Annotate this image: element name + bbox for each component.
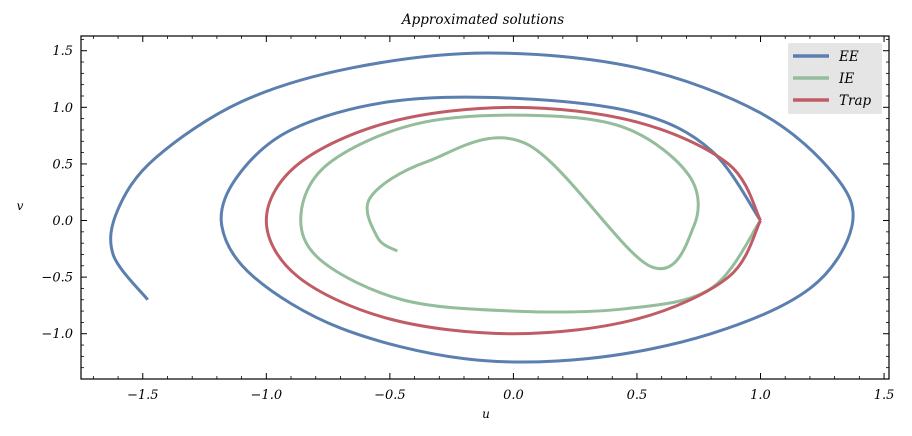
x-tick-label: 0.0 xyxy=(503,388,524,403)
x-tick-label: −0.5 xyxy=(374,388,406,403)
series-line-trap xyxy=(264,105,762,336)
chart-title: Approximated solutions xyxy=(400,12,564,28)
plot-frame xyxy=(80,35,890,380)
series-line-ie xyxy=(299,113,762,314)
legend-box xyxy=(788,43,882,114)
x-tick-label: 1.0 xyxy=(750,388,771,403)
legend-label-ie: IE xyxy=(838,71,854,87)
y-tick-label: 1.0 xyxy=(52,101,73,116)
series-line-ee xyxy=(109,51,855,364)
legend: EE IE Trap xyxy=(788,43,882,114)
x-tick-label: −1.5 xyxy=(127,388,159,403)
legend-label-ee: EE xyxy=(838,49,859,65)
series-layer xyxy=(109,51,855,364)
y-tick-label: 0.0 xyxy=(52,214,73,229)
x-tick-label: 0.5 xyxy=(627,388,648,403)
x-tick-label: 1.5 xyxy=(874,388,895,403)
y-tick-label: −1.0 xyxy=(41,327,73,342)
y-tick-label: −0.5 xyxy=(41,271,73,286)
y-axis-label: v xyxy=(17,199,24,213)
legend-label-trap: Trap xyxy=(839,93,872,109)
y-tick-label: 0.5 xyxy=(52,157,73,172)
x-tick-label: −1.0 xyxy=(251,388,283,403)
x-axis-label: u xyxy=(482,407,490,421)
y-tick-label: 1.5 xyxy=(52,44,73,59)
